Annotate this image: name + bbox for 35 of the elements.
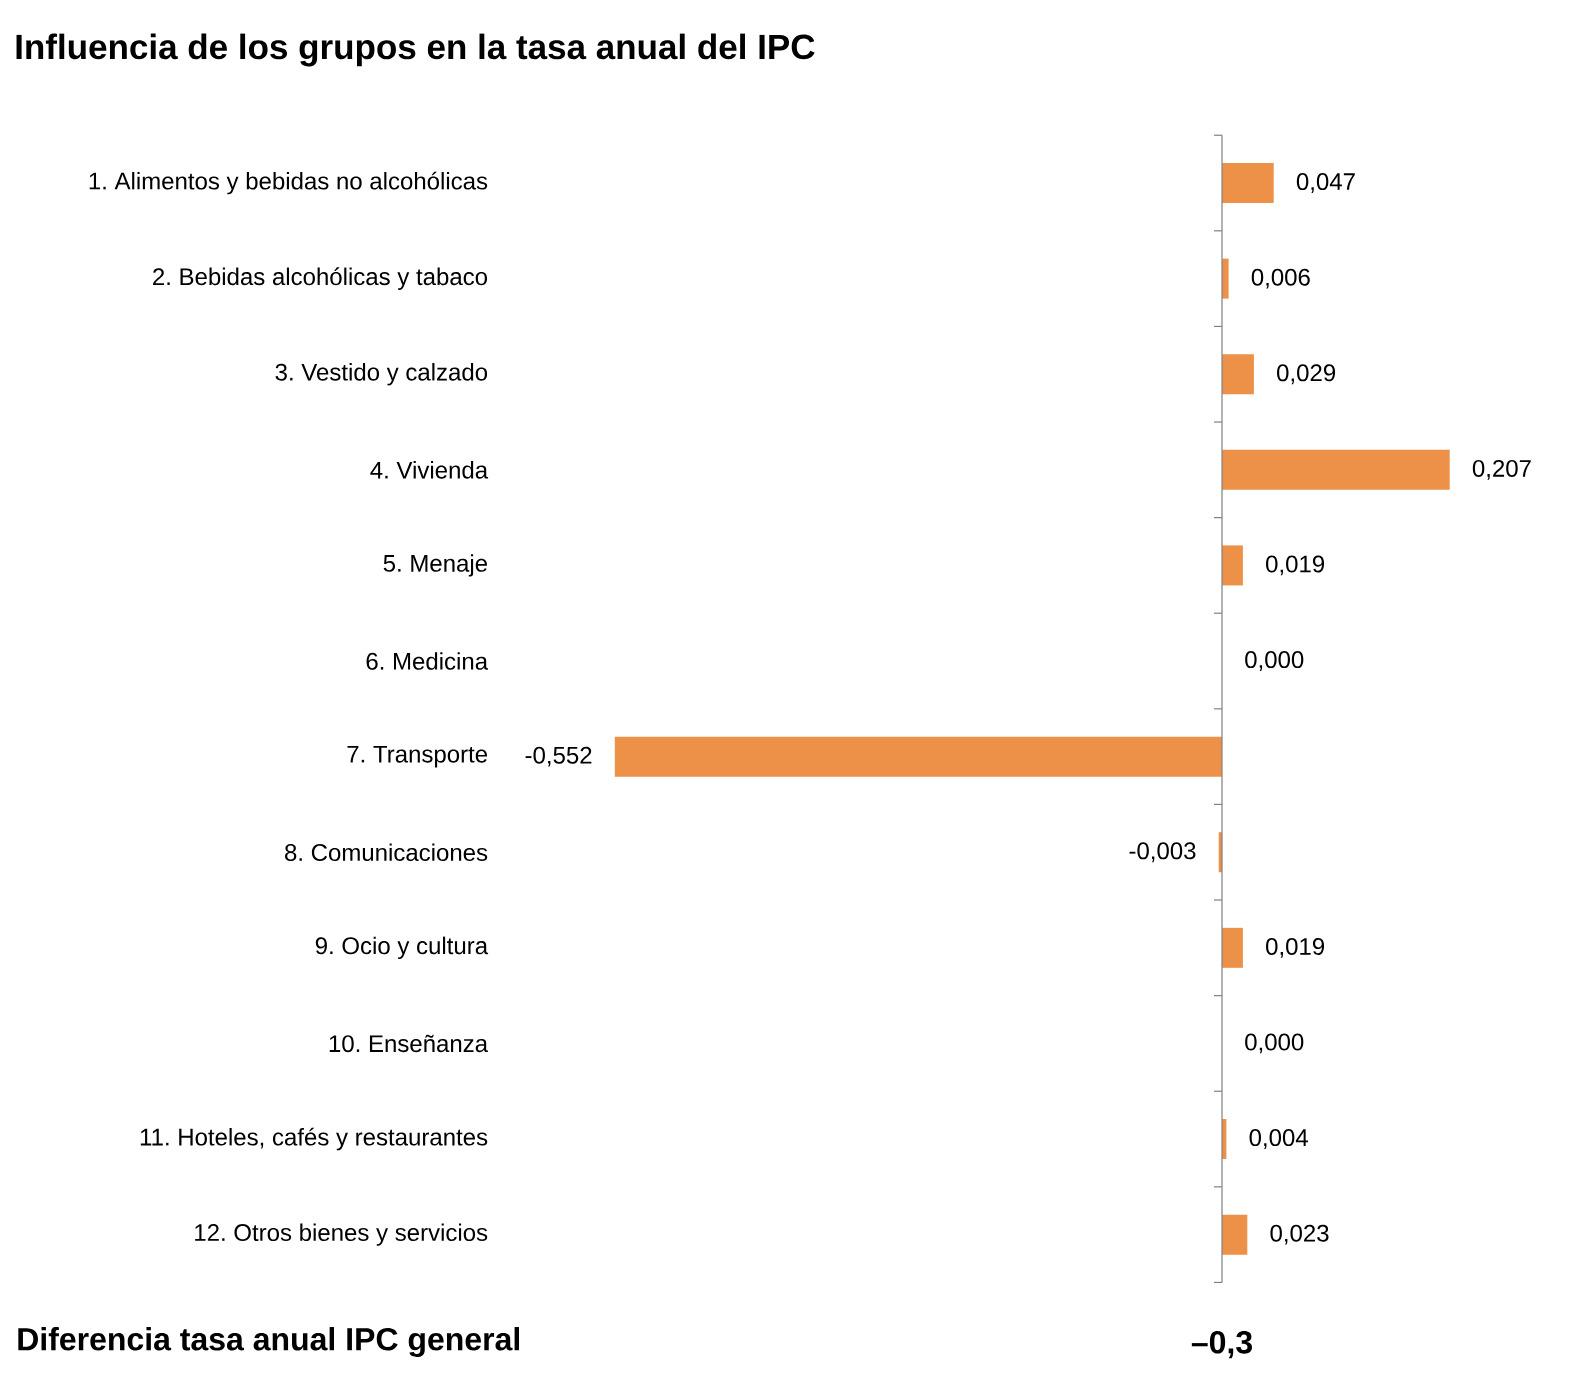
data-label: 0,000 — [1245, 1033, 1304, 1054]
bar — [1222, 258, 1229, 299]
bar — [1222, 1214, 1248, 1255]
data-label: 0,019 — [1266, 555, 1325, 576]
y-tick-label: 12. Otros bienes y servicios — [195, 1223, 488, 1246]
data-label: 0,000 — [1245, 651, 1304, 671]
y-tick-label: 6. Medicina — [366, 652, 489, 670]
data-label: -0,003 — [1129, 842, 1196, 863]
text: Diferencia tasa anual IPC general — [18, 1327, 519, 1357]
bar — [1222, 927, 1243, 968]
y-tick-label: 5. Menaje — [383, 554, 487, 577]
y-tick-label: 9. Ocio y cultura — [315, 936, 489, 960]
y-tick-label: 11. Hoteles, cafés y restaurantes — [140, 1127, 488, 1151]
bar — [1222, 354, 1254, 395]
y-tick-label: 4. Vivienda — [370, 461, 489, 479]
data-label: 0,019 — [1266, 937, 1325, 958]
y-tick-label: 2. Bebidas alcohólicas y tabaco — [153, 267, 488, 290]
data-label: -0,552 — [525, 746, 592, 767]
data-label: 0,004 — [1249, 1129, 1308, 1149]
y-tick-label: 1. Alimentos y bebidas no alcohólicas — [89, 171, 488, 195]
bar — [1222, 449, 1450, 490]
data-label: 0,029 — [1277, 364, 1336, 385]
data-label: 0,006 — [1251, 268, 1310, 289]
y-tick-label: 10. Enseñanza — [329, 1034, 489, 1053]
y-tick-label: 8. Comunicaciones — [285, 843, 488, 862]
bar — [1222, 163, 1274, 204]
bar — [1222, 545, 1243, 586]
bar — [614, 736, 1223, 777]
y-tick-label: 3. Vestido y calzado — [275, 363, 488, 386]
chart-title: Influencia de los grupos en la tasa anual del IPC — [16, 33, 815, 67]
text: –0,3 — [1191, 1330, 1252, 1359]
data-label: 0,023 — [1270, 1224, 1329, 1245]
y-tick-label: 7. Transporte — [347, 745, 488, 768]
data-label: 0,207 — [1472, 459, 1531, 480]
data-label: 0,047 — [1296, 173, 1355, 193]
